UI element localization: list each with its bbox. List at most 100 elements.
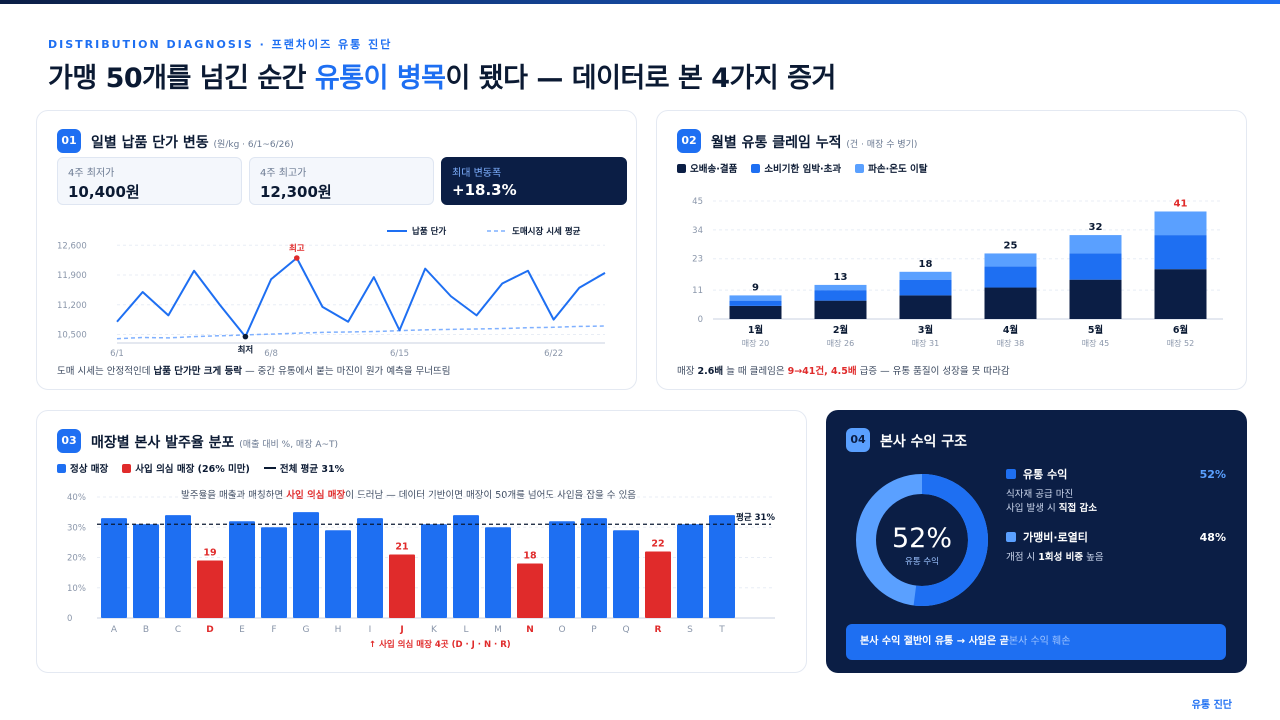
stat-min-value: 10,400원 — [68, 183, 140, 201]
eyebrow: DISTRIBUTION DIAGNOSIS · 프랜차이즈 유통 진단 — [48, 38, 393, 51]
x-tick-label: F — [271, 625, 276, 635]
x-tick-label: A — [111, 625, 118, 635]
bar — [325, 530, 351, 618]
card1-caption: 도매 시세는 안정적인데 납품 단가만 크게 등락 — 중간 유통에서 붙는 마… — [57, 363, 451, 377]
card1-title-unit: (원/kg · 6/1~6/26) — [213, 140, 294, 150]
max-point-marker — [293, 255, 300, 261]
x-tick-label: H — [335, 625, 342, 635]
x-tick-label: P — [591, 625, 597, 635]
min-point-marker — [242, 333, 249, 340]
card4-number-badge: 04 — [846, 428, 870, 452]
legend-normal-label: 정상 매장 — [70, 464, 109, 475]
legend-average-label: 전체 평균 31% — [279, 464, 345, 475]
x-tick-label: O — [558, 625, 565, 635]
bar-total-label: 13 — [834, 272, 848, 283]
revenue-item-fee-desc-c: 1회성 비중 — [1038, 552, 1084, 563]
banner-text-main: 본사 수익 절반이 유통 → 사입은 곧 — [860, 636, 1009, 647]
donut-center-label: 유통 수익 — [905, 556, 939, 567]
card2-caption-d: 9→41건, 4.5배 — [787, 366, 857, 377]
legend-misdelivery-label: 오배송·결품 — [690, 164, 738, 175]
stat-min-price: 4주 최저가 10,400원 — [57, 157, 242, 205]
bar-total-label: 18 — [919, 259, 933, 270]
bar-segment — [984, 253, 1037, 267]
bar-total-label: 9 — [752, 282, 759, 293]
bar-segment — [1154, 269, 1207, 319]
y-tick-label: 34 — [692, 226, 703, 236]
y-tick-label: 23 — [692, 255, 703, 265]
x-tick-label: C — [175, 625, 181, 635]
legend-wholesale-label: 도매시장 시세 평균 — [512, 226, 581, 237]
card3-caption: 발주율을 매출과 매칭하면 사입 의심 매장이 드러남 — 데이터 기반이면 매… — [181, 487, 636, 501]
min-annotation: 최저 — [238, 345, 254, 356]
y-tick-label: 45 — [692, 197, 703, 207]
y-tick-label: 10% — [67, 584, 86, 594]
series-wholesale-line — [116, 325, 606, 340]
bar — [581, 518, 607, 618]
card1-title-text: 일별 납품 단가 변동 — [91, 135, 209, 151]
x-tick-label: S — [687, 625, 693, 635]
title-post: 이 됐다 — 데이터로 본 4가지 증거 — [445, 63, 837, 94]
revenue-item-franchise-fee: 가맹비·로열티 48% 개점 시 1회성 비중 높음 — [1006, 529, 1226, 565]
legend-misdelivery: 오배송·결품 — [677, 161, 737, 175]
card2-caption-e: 급증 — 유통 품질이 성장을 못 따라감 — [856, 366, 1010, 377]
card1-number-badge: 01 — [57, 129, 81, 153]
revenue-donut-chart: 52% 유통 수익 — [856, 474, 988, 606]
y-tick-label: 30% — [67, 523, 86, 533]
card3-title: 매장별 본사 발주율 분포 (매출 대비 %, 매장 A~T) — [91, 432, 338, 452]
bar — [549, 521, 575, 618]
stat-max-value: 12,300원 — [260, 183, 332, 201]
card2-title-unit: (건 · 매장 수 병기) — [846, 140, 918, 150]
x-tick-label: N — [526, 625, 534, 635]
bar-value-label: 22 — [651, 538, 664, 549]
bar-segment — [729, 295, 782, 301]
bar-segment — [814, 290, 867, 301]
card-order-rate: 03 매장별 본사 발주율 분포 (매출 대비 %, 매장 A~T) 정상 매장… — [36, 410, 807, 673]
bar — [421, 524, 447, 618]
x-tick-label: 6/8 — [264, 349, 278, 359]
revenue-item-fee-desc-b: 개점 시 — [1006, 552, 1039, 563]
revenue-item-distribution-name: 유통 수익 — [1023, 468, 1068, 481]
revenue-item-fee-desc-d: 높음 — [1083, 552, 1104, 563]
card2-caption-c: 늘 때 클레임은 — [723, 366, 788, 377]
card2-title: 월별 유통 클레임 누적 (건 · 매장 수 병기) — [711, 132, 917, 152]
revenue-banner: 본사 수익 절반이 유통 → 사입은 곧본사 수익 훼손 — [846, 624, 1226, 660]
bar — [229, 521, 255, 618]
banner-text-dim: 본사 수익 훼손 — [1008, 636, 1071, 647]
bar — [645, 551, 671, 618]
bar — [613, 530, 639, 618]
bar — [133, 524, 159, 618]
stat-swing-value: +18.3% — [452, 181, 517, 199]
bar-segment — [899, 295, 952, 319]
x-tick-label: 6/1 — [110, 349, 124, 359]
x-sub-label: 매장 20 — [742, 338, 769, 348]
card1-caption-c: — 중간 유통에서 붙는 마진이 원가 예측을 무너뜨림 — [242, 366, 451, 377]
x-tick-label: 6월 — [1173, 324, 1188, 336]
price-line-chart: 10,500 11,200 11,900 12,600 6/1 6/8 6/15 6/22 최고… — [57, 226, 606, 359]
title-pre: 가맹 50개를 넘긴 순간 — [48, 63, 315, 94]
x-tick-label: R — [655, 625, 662, 635]
card3-title-unit: (매출 대비 %, 매장 A~T) — [239, 440, 339, 450]
legend-expiry-label: 소비기한 임박·초과 — [764, 164, 842, 175]
card1-title: 일별 납품 단가 변동 (원/kg · 6/1~6/26) — [91, 132, 294, 152]
stat-swing-label: 최대 변동폭 — [452, 168, 502, 179]
y-tick-label: 40% — [67, 493, 86, 503]
legend-delivery-label: 납품 단가 — [412, 226, 446, 237]
legend-expiry: 소비기한 임박·초과 — [751, 161, 841, 175]
y-tick-label: 20% — [67, 554, 86, 564]
y-tick-label: 11,900 — [57, 271, 87, 281]
bar-segment — [984, 287, 1037, 319]
x-tick-label: G — [303, 625, 310, 635]
card-revenue-structure: 04 본사 수익 구조 52% 유통 수익 유통 수익 52% 식자재 공급 마진 사… — [826, 410, 1247, 673]
series-delivery-price-line — [116, 257, 606, 338]
y-tick-label: 12,600 — [57, 241, 87, 251]
x-tick-label: 6/22 — [544, 349, 563, 359]
donut-slice-distribution — [856, 474, 988, 606]
card3-title-text: 매장별 본사 발주율 분포 — [91, 435, 235, 451]
x-tick-label: D — [206, 625, 213, 635]
bar — [677, 524, 703, 618]
y-tick-label: 10,500 — [57, 331, 87, 341]
x-sub-label: 매장 26 — [827, 338, 854, 348]
revenue-item-distribution-desc-a: 식자재 공급 마진 — [1006, 489, 1074, 500]
bar-segment — [1069, 235, 1122, 254]
x-tick-label: L — [463, 625, 468, 635]
